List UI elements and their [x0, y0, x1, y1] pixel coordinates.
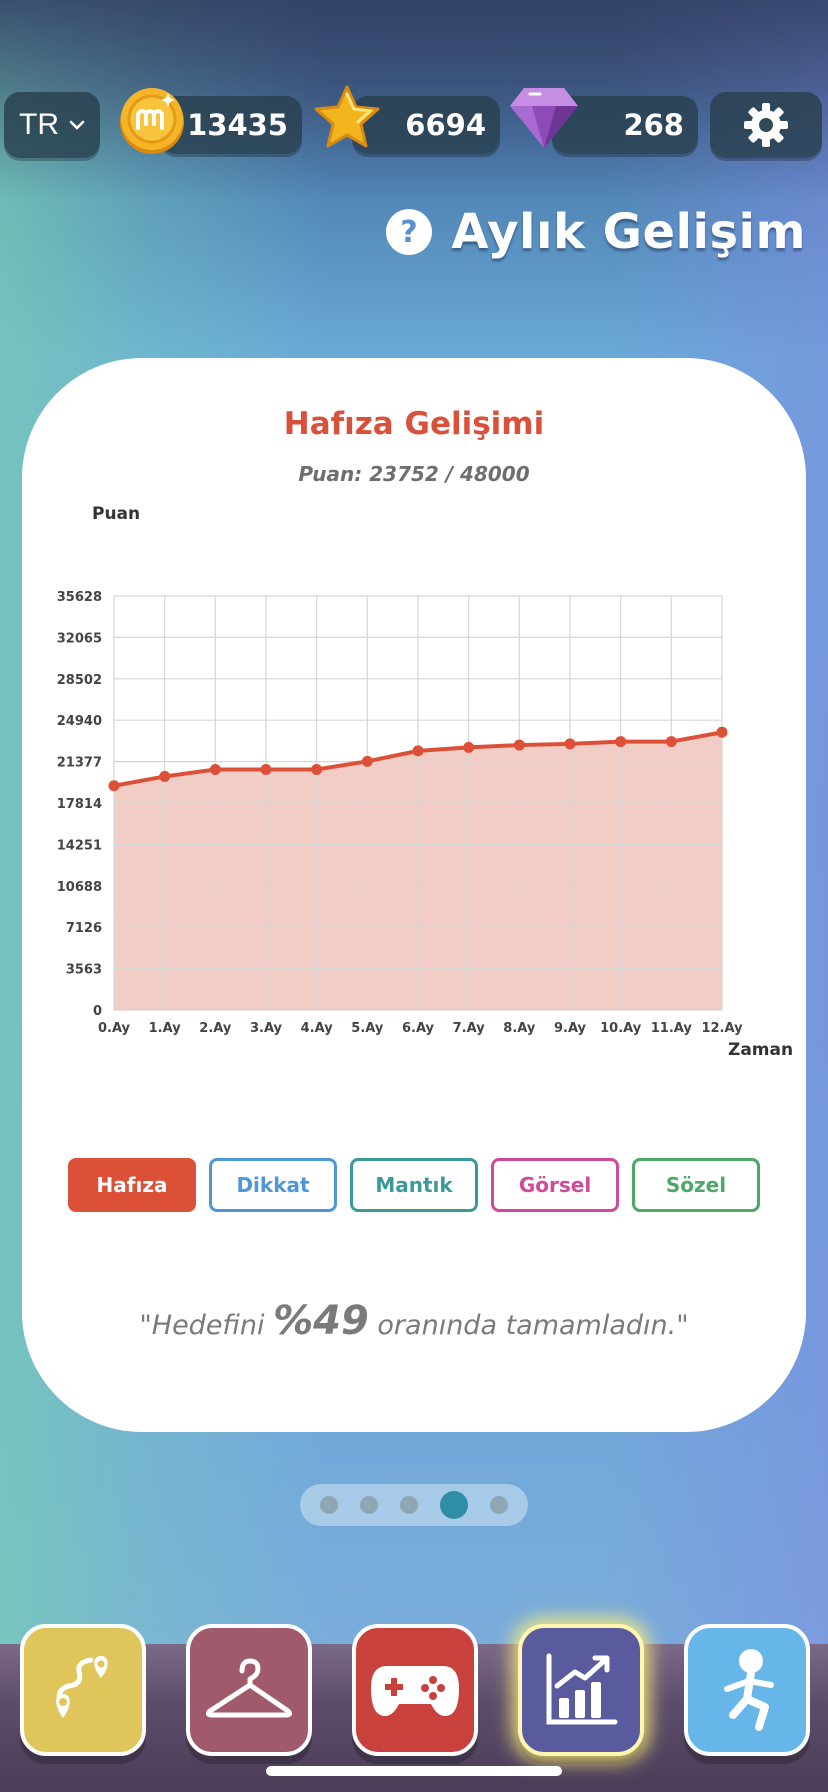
coin-icon [120, 88, 184, 154]
page-dot[interactable] [400, 1496, 418, 1514]
x-tick-label: 9.Ay [554, 1021, 587, 1036]
tab-hafıza[interactable]: Hafıza [68, 1158, 196, 1212]
x-axis-label: Zaman [728, 1040, 794, 1060]
svg-text:?: ? [401, 215, 418, 250]
y-tick-label: 24940 [57, 714, 102, 729]
page-header: ? Aylık Gelişim [385, 204, 806, 260]
map-route-icon [56, 1656, 108, 1718]
star-count: 6694 [405, 108, 486, 142]
gamepad-icon [371, 1666, 459, 1716]
help-icon[interactable]: ? [385, 208, 433, 256]
gem-count: 268 [623, 108, 684, 142]
data-point [564, 738, 576, 750]
page-dot[interactable] [360, 1496, 378, 1514]
x-tick-label: 2.Ay [199, 1021, 232, 1036]
gem-icon [510, 88, 578, 148]
y-tick-label: 17814 [57, 797, 102, 812]
page-indicator [300, 1484, 528, 1526]
x-tick-label: 6.Ay [402, 1021, 435, 1036]
language-label: TR [19, 108, 59, 141]
y-tick-label: 3563 [66, 963, 102, 978]
x-tick-label: 5.Ay [351, 1021, 384, 1036]
data-point [260, 763, 272, 775]
chart-title: Hafıza Gelişimi [283, 406, 545, 442]
x-tick-label: 12.Ay [701, 1021, 743, 1036]
x-tick-label: 3.Ay [250, 1021, 283, 1036]
data-point [665, 736, 677, 748]
tab-mantık[interactable]: Mantık [350, 1158, 478, 1212]
data-point [108, 780, 120, 792]
x-tick-label: 1.Ay [149, 1021, 182, 1036]
data-point [159, 770, 171, 782]
coin-count: 13435 [187, 108, 288, 142]
data-point [463, 741, 475, 753]
language-selector[interactable]: TR [4, 92, 100, 158]
goal-suffix: oranında tamamladın." [368, 1310, 689, 1341]
goal-percent: %49 [273, 1298, 369, 1344]
nav-games-button[interactable] [352, 1624, 478, 1756]
x-tick-label: 11.Ay [651, 1021, 693, 1036]
y-tick-label: 7126 [66, 921, 102, 936]
data-point [716, 726, 728, 738]
y-tick-label: 21377 [57, 756, 102, 771]
nav-exercise-button[interactable] [684, 1624, 810, 1756]
home-indicator [266, 1766, 562, 1776]
x-tick-label: 7.Ay [453, 1021, 486, 1036]
data-point [209, 763, 221, 775]
y-tick-label: 0 [93, 1004, 102, 1019]
goal-message: "Hedefini %49 oranında tamamladın." [22, 1298, 806, 1344]
nav-wardrobe-button[interactable] [186, 1624, 312, 1756]
gear-icon [744, 103, 788, 147]
page-dot[interactable] [440, 1491, 468, 1519]
category-tabs: Hafıza Dikkat Mantık Görsel Sözel [68, 1158, 760, 1212]
star-counter: 6694 [352, 96, 500, 154]
y-tick-label: 14251 [57, 838, 102, 853]
data-point [361, 755, 373, 767]
goal-prefix: "Hedefini [139, 1310, 274, 1341]
dancing-figure-icon [724, 1649, 774, 1731]
nav-map-button[interactable] [20, 1624, 146, 1756]
nav-progress-button[interactable] [518, 1624, 644, 1756]
data-point [615, 736, 627, 748]
progress-card: Hafıza Gelişimi Puan: 23752 / 48000 Puan… [22, 358, 806, 1432]
x-tick-label: 4.Ay [301, 1021, 334, 1036]
tab-sözel[interactable]: Sözel [632, 1158, 760, 1212]
x-tick-label: 8.Ay [503, 1021, 536, 1036]
data-point [513, 739, 525, 751]
data-point [412, 745, 424, 757]
chart-icon [546, 1653, 618, 1725]
chevron-down-icon [69, 120, 85, 130]
y-axis-label: Puan [92, 504, 141, 524]
star-icon [314, 85, 380, 148]
gem-counter: 268 [552, 96, 698, 154]
score-subtitle: Puan: 23752 / 48000 [298, 462, 530, 486]
tab-görsel[interactable]: Görsel [491, 1158, 619, 1212]
y-tick-label: 10688 [57, 880, 102, 895]
x-tick-label: 10.Ay [600, 1021, 642, 1036]
data-point [311, 763, 323, 775]
x-tick-label: 0.Ay [98, 1021, 131, 1036]
page-dot[interactable] [320, 1496, 338, 1514]
y-tick-label: 28502 [57, 673, 102, 688]
tab-dikkat[interactable]: Dikkat [209, 1158, 337, 1212]
y-tick-label: 35628 [57, 590, 102, 605]
progress-chart: 0 3563 7126 10688 14251 17814 21377 24940 28502 3… [57, 590, 743, 1036]
page-title: Aylık Gelişim [451, 204, 806, 260]
y-tick-label: 32065 [57, 631, 102, 646]
settings-button[interactable] [710, 92, 822, 158]
hanger-icon [205, 1658, 293, 1718]
page-dot[interactable] [490, 1496, 508, 1514]
